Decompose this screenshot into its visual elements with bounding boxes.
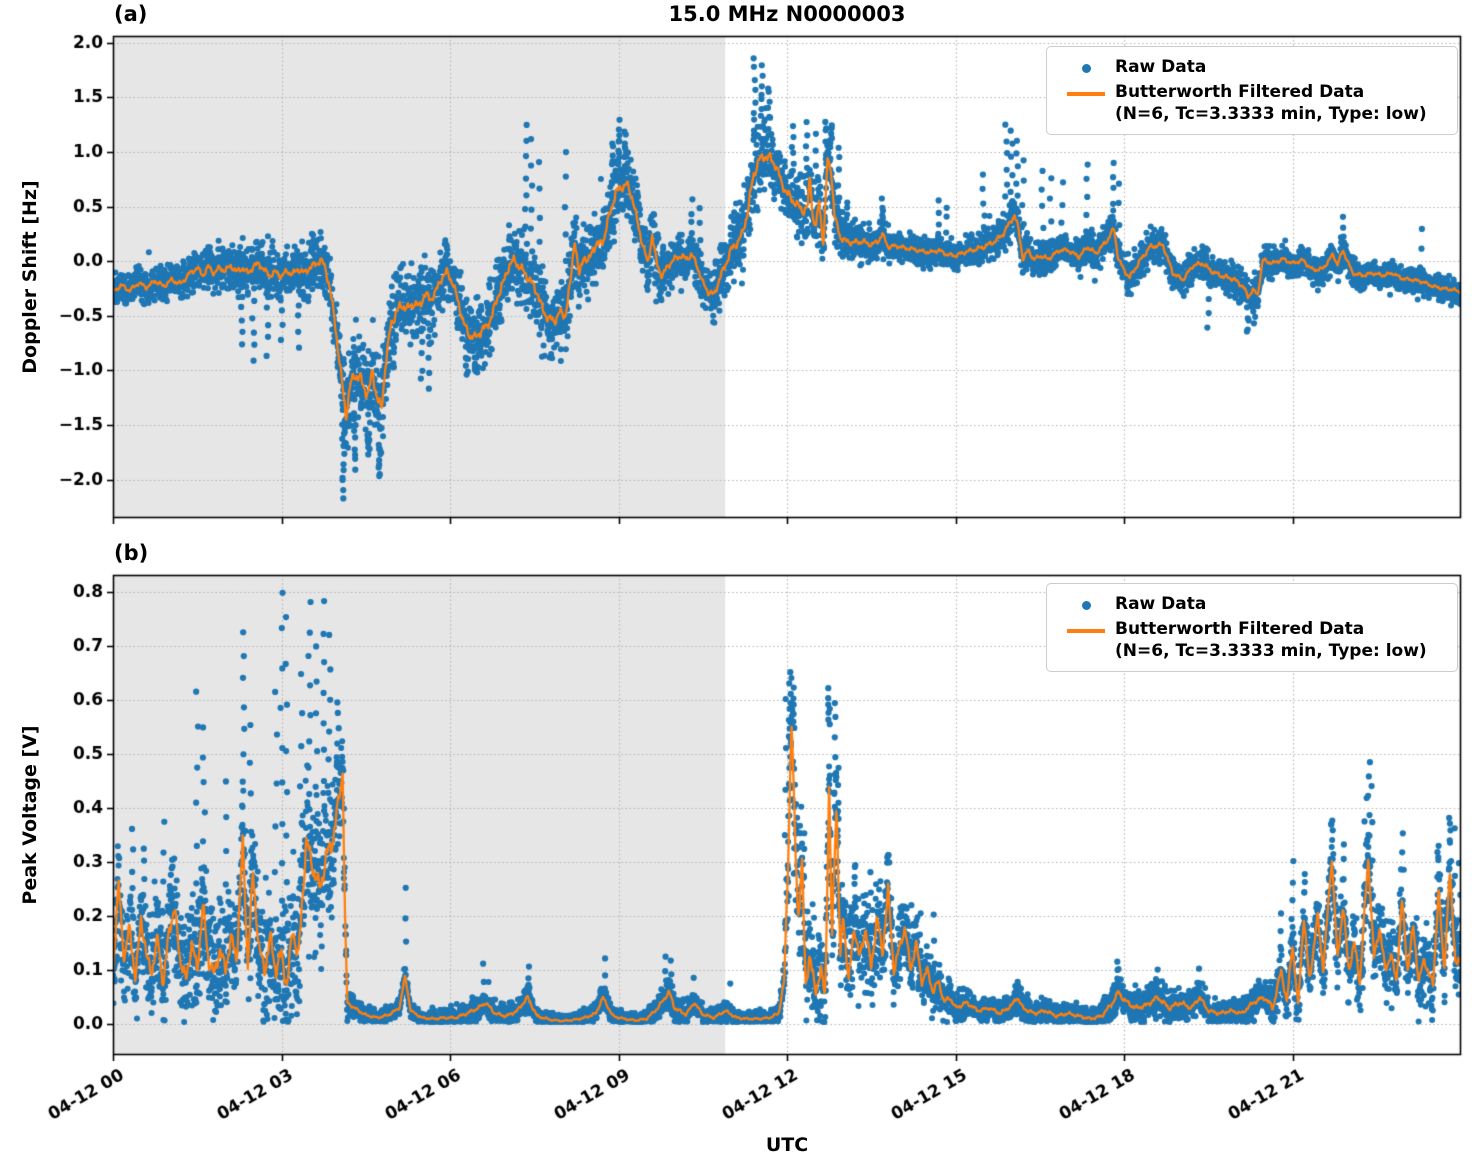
y-axis-label-voltage: Peak Voltage [V]	[19, 725, 41, 905]
legend-filtered-name: Butterworth Filtered Data	[1115, 82, 1365, 102]
legend-filtered-label: Butterworth Filtered Data (N=6, Tc=3.333…	[1115, 619, 1427, 663]
legend-row-raw: Raw Data	[1057, 54, 1447, 82]
panel-b-label: (b)	[114, 541, 149, 565]
legend-row-filtered: Butterworth Filtered Data (N=6, Tc=3.333…	[1057, 619, 1447, 663]
legend-row-filtered: Butterworth Filtered Data (N=6, Tc=3.333…	[1057, 82, 1447, 126]
legend-panel-b: Raw Data Butterworth Filtered Data (N=6,…	[1046, 583, 1458, 672]
raw-data-marker-icon	[1057, 63, 1115, 73]
legend-panel-a: Raw Data Butterworth Filtered Data (N=6,…	[1046, 46, 1458, 135]
filtered-line-marker-icon	[1057, 92, 1115, 96]
figure-title: 15.0 MHz N0000003	[668, 2, 906, 26]
panel-a-label: (a)	[114, 2, 148, 26]
legend-filtered-name: Butterworth Filtered Data	[1115, 619, 1365, 639]
x-axis-label: UTC	[765, 1134, 809, 1156]
legend-filtered-params: (N=6, Tc=3.3333 min, Type: low)	[1115, 103, 1427, 124]
legend-filtered-label: Butterworth Filtered Data (N=6, Tc=3.333…	[1115, 82, 1427, 126]
legend-row-raw: Raw Data	[1057, 591, 1447, 619]
y-axis-label-doppler: Doppler Shift [Hz]	[19, 180, 41, 374]
legend-filtered-params: (N=6, Tc=3.3333 min, Type: low)	[1115, 640, 1427, 661]
legend-raw-label: Raw Data	[1115, 57, 1207, 78]
filtered-line-marker-icon	[1057, 629, 1115, 633]
legend-raw-label: Raw Data	[1115, 594, 1207, 615]
raw-data-marker-icon	[1057, 600, 1115, 610]
